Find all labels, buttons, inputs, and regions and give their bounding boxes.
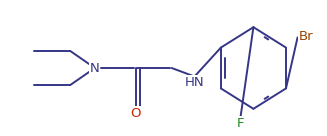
Text: N: N xyxy=(90,61,100,75)
Text: HN: HN xyxy=(185,76,204,89)
Text: Br: Br xyxy=(299,30,313,43)
Text: F: F xyxy=(237,117,244,130)
Text: O: O xyxy=(130,107,141,120)
